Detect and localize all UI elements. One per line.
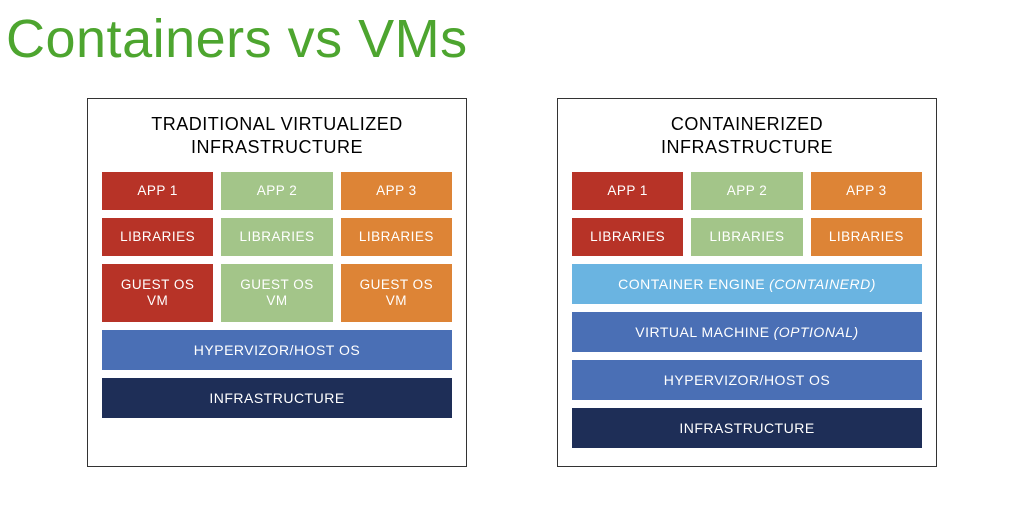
row-libs-left: LIBRARIES LIBRARIES LIBRARIES [102, 218, 452, 256]
lib-cell: LIBRARIES [691, 218, 802, 256]
app-cell: APP 3 [811, 172, 922, 210]
app-cell: APP 3 [341, 172, 452, 210]
guest-cell: GUEST OS VM [102, 264, 213, 322]
lib-cell: LIBRARIES [572, 218, 683, 256]
guest-cell: GUEST OS VM [221, 264, 332, 322]
bar-hypervisor-right: HYPERVIZOR/HOST OS [572, 360, 922, 400]
bar-vm-optional: VIRTUAL MACHINE (OPTIONAL) [572, 312, 922, 352]
bar-label: INFRASTRUCTURE [209, 390, 344, 406]
diagram-panels: TRADITIONAL VIRTUALIZED INFRASTRUCTURE A… [0, 98, 1024, 467]
row-apps-left: APP 1 APP 2 APP 3 [102, 172, 452, 210]
bar-infra-right: INFRASTRUCTURE [572, 408, 922, 448]
bar-label: HYPERVIZOR/HOST OS [194, 342, 360, 358]
bar-label: HYPERVIZOR/HOST OS [664, 372, 830, 388]
row-guest-left: GUEST OS VM GUEST OS VM GUEST OS VM [102, 264, 452, 322]
guest-cell: GUEST OS VM [341, 264, 452, 322]
bar-infra-left: INFRASTRUCTURE [102, 378, 452, 418]
lib-cell: LIBRARIES [811, 218, 922, 256]
lib-cell: LIBRARIES [341, 218, 452, 256]
bar-label: INFRASTRUCTURE [679, 420, 814, 436]
app-cell: APP 2 [221, 172, 332, 210]
bar-label: VIRTUAL MACHINE [635, 324, 769, 340]
panel-title-left: TRADITIONAL VIRTUALIZED INFRASTRUCTURE [102, 113, 452, 158]
bar-label: CONTAINER ENGINE [618, 276, 765, 292]
bar-italic: (OPTIONAL) [774, 324, 859, 340]
slide-title: Containers vs VMs [0, 0, 1024, 70]
row-libs-right: LIBRARIES LIBRARIES LIBRARIES [572, 218, 922, 256]
panel-traditional: TRADITIONAL VIRTUALIZED INFRASTRUCTURE A… [87, 98, 467, 467]
panel-containerized: CONTAINERIZED INFRASTRUCTURE APP 1 APP 2… [557, 98, 937, 467]
bar-container-engine: CONTAINER ENGINE (CONTAINERD) [572, 264, 922, 304]
app-cell: APP 1 [102, 172, 213, 210]
app-cell: APP 1 [572, 172, 683, 210]
lib-cell: LIBRARIES [221, 218, 332, 256]
panel-title-right: CONTAINERIZED INFRASTRUCTURE [572, 113, 922, 158]
bar-hypervisor-left: HYPERVIZOR/HOST OS [102, 330, 452, 370]
app-cell: APP 2 [691, 172, 802, 210]
row-apps-right: APP 1 APP 2 APP 3 [572, 172, 922, 210]
bar-italic: (CONTAINERD) [769, 276, 876, 292]
lib-cell: LIBRARIES [102, 218, 213, 256]
